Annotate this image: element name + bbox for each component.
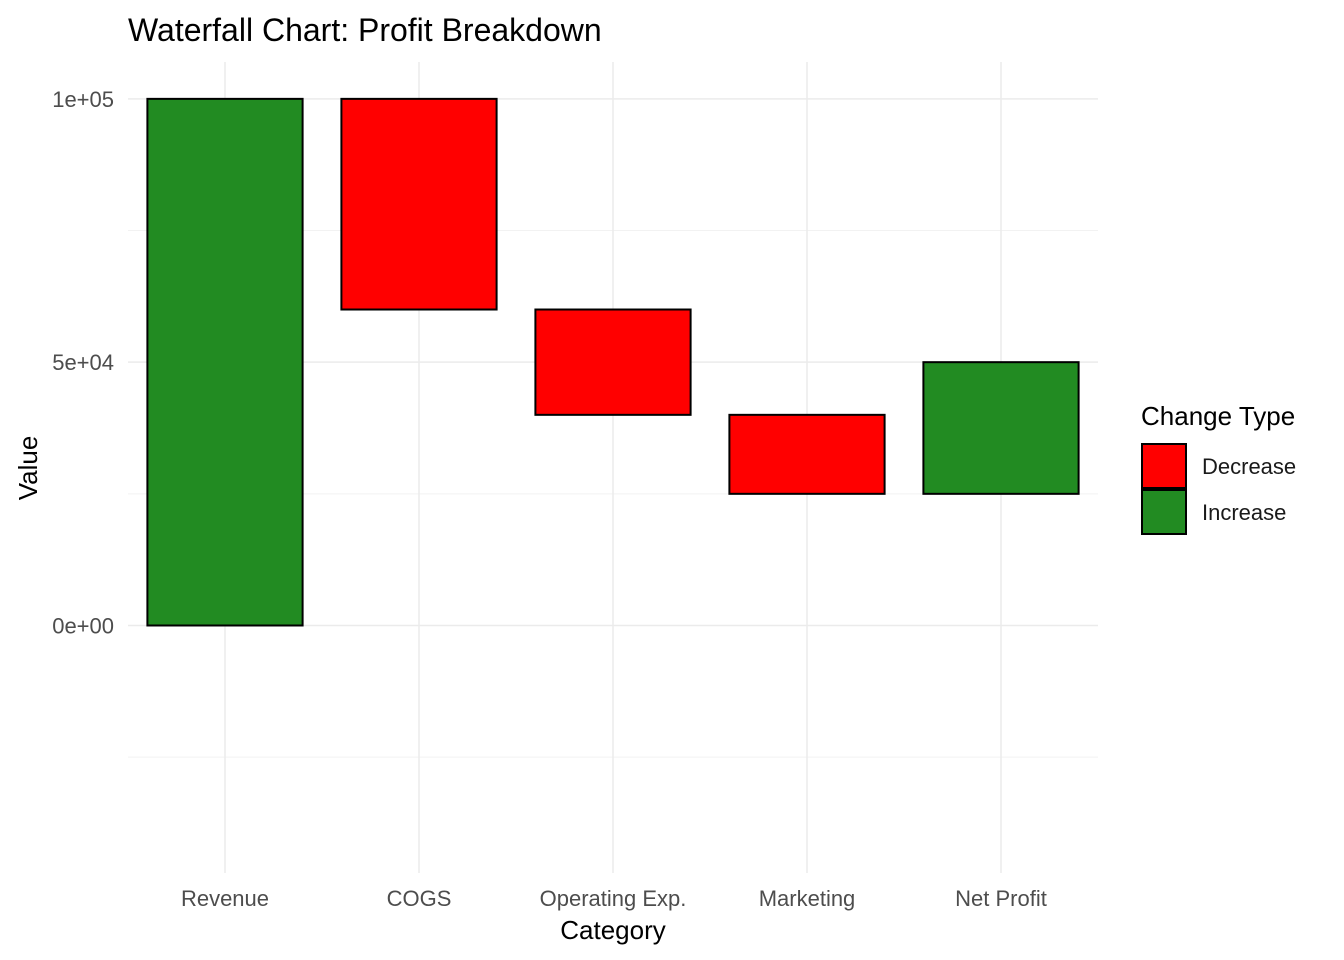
bar-revenue bbox=[146, 97, 304, 627]
bars-group bbox=[146, 97, 1080, 627]
x-tick-label: Net Profit bbox=[955, 886, 1047, 911]
x-tick-label: Marketing bbox=[759, 886, 856, 911]
y-axis-title: Value bbox=[13, 436, 43, 501]
legend-label-decrease: Decrease bbox=[1202, 454, 1296, 479]
bar-marketing bbox=[728, 413, 886, 495]
x-axis-ticks: Revenue COGS Operating Exp. Marketing Net Pr… bbox=[181, 886, 1047, 911]
chart-title: Waterfall Chart: Profit Breakdown bbox=[128, 12, 602, 48]
legend-title: Change Type bbox=[1141, 401, 1295, 431]
x-axis-title: Category bbox=[560, 915, 666, 945]
y-tick-label: 0e+00 bbox=[52, 613, 114, 638]
y-tick-label: 1e+05 bbox=[52, 87, 114, 112]
x-tick-label: Operating Exp. bbox=[540, 886, 687, 911]
bar-operating-exp bbox=[534, 308, 692, 416]
bar-net-profit bbox=[922, 361, 1080, 495]
legend: Change Type Decrease Increase bbox=[1141, 401, 1296, 535]
bar-cogs bbox=[340, 97, 498, 311]
x-tick-label: Revenue bbox=[181, 886, 269, 911]
y-tick-label: 5e+04 bbox=[52, 350, 114, 375]
x-tick-label: COGS bbox=[387, 886, 452, 911]
legend-label-increase: Increase bbox=[1202, 500, 1286, 525]
legend-key-decrease bbox=[1141, 443, 1187, 489]
y-axis-ticks: 0e+00 5e+04 1e+05 bbox=[52, 87, 114, 639]
legend-key-increase bbox=[1141, 489, 1187, 535]
